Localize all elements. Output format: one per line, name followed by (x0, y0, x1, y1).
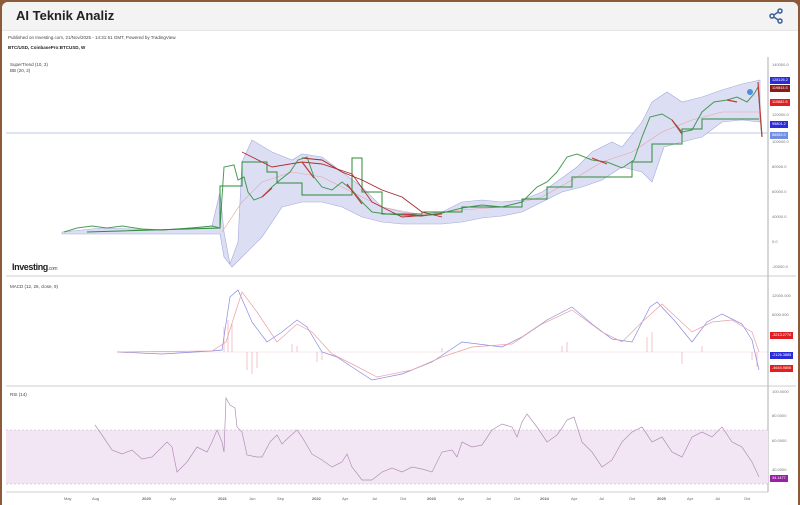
price-axis-label: 40000.0 (772, 214, 787, 219)
supertrend-label: SuperTrend (10, 3) (10, 62, 48, 67)
macd-axis-label: 6000.000 (772, 312, 789, 317)
price-axis-label: 140000.0 (772, 62, 789, 67)
x-axis-label: Apr (458, 496, 465, 501)
x-axis-label: Oct (400, 496, 407, 501)
header: AI Teknik Analiz (2, 2, 798, 31)
rsi-label: RSI (14) (10, 392, 27, 397)
x-axis-label: Oct (514, 496, 521, 501)
bb-band (61, 79, 761, 268)
x-axis-label: 2024 (540, 496, 549, 501)
x-axis-label: 2020 (142, 496, 151, 501)
rsi-axis-label: 40.0000 (772, 467, 787, 472)
bb-label: BB (20, 2) (10, 68, 31, 73)
x-axis-label: 2025 (657, 496, 666, 501)
supertrend-line (86, 118, 759, 233)
signal-line (116, 291, 760, 378)
price-axis-label: 100000.0 (772, 139, 789, 144)
x-axis-label: Oct (629, 496, 636, 501)
rsi-axis-label: 80.0000 (772, 413, 787, 418)
x-axis-label: Apr (571, 496, 578, 501)
x-axis-label: May (64, 496, 72, 501)
x-axis-label: Apr (687, 496, 694, 501)
x-axis-label: Jul (715, 496, 721, 501)
x-axis-label: Jul (372, 496, 378, 501)
investing-logo: Investing.com (12, 262, 58, 272)
macd-label: MACD (12, 26, close, 9) (10, 284, 59, 289)
rsi-line (94, 396, 760, 481)
x-axis-label: 2021 (218, 496, 227, 501)
macd-line (116, 289, 760, 381)
x-axis-label: Jul (486, 496, 492, 501)
macd-axis-label: 12000.000 (772, 293, 791, 298)
x-axis-label: Jun (249, 496, 256, 501)
x-axis-label: Apr (170, 496, 177, 501)
price-axis-label: -20000.0 (772, 264, 788, 269)
x-axis-label: Jul (599, 496, 605, 501)
rsi-axis-label: 60.0000 (772, 438, 787, 443)
rsi-tag: 34.1477 (770, 475, 788, 482)
macd-tag: -2126.3885 (770, 352, 794, 359)
x-axis-label: 2022 (312, 496, 321, 501)
macd-hist-tag: -4644.9806 (770, 365, 794, 372)
bb-basis-tag: 110682.5 (770, 99, 790, 106)
share-icon[interactable] (768, 8, 784, 24)
current-price-tag: 86582.0 (770, 132, 788, 139)
price-axis-label: 80000.0 (772, 164, 787, 169)
page-title: AI Teknik Analiz (16, 8, 115, 23)
x-axis-label: Sep (277, 496, 285, 501)
rsi-axis-label: 100.0000 (772, 389, 789, 394)
rsi-band (6, 430, 768, 484)
published-note: Published on Investing.com, 21/Nov/2025 … (8, 35, 177, 40)
price-axis-label: 120000.0 (772, 112, 789, 117)
x-axis-label: Apr (342, 496, 349, 501)
price-axis-label: 0.0 (772, 239, 778, 244)
x-axis-label: Oct (744, 496, 751, 501)
price-axis-label: 60000.0 (772, 189, 787, 194)
supertrend-tag: 119843.5 (770, 85, 790, 92)
bb-upper-tag: 128126.2 (770, 77, 790, 84)
symbol-label: BTC/USD, CoinbasePro:BTCUSD, W (8, 45, 86, 50)
x-axis-label: Aug (92, 496, 100, 501)
event-marker-icon (747, 89, 753, 95)
bb-lower-tag: 95801.2 (770, 121, 788, 128)
x-axis-label: 2023 (427, 496, 436, 501)
macd-signal-tag: -3213.2770 (770, 332, 794, 339)
